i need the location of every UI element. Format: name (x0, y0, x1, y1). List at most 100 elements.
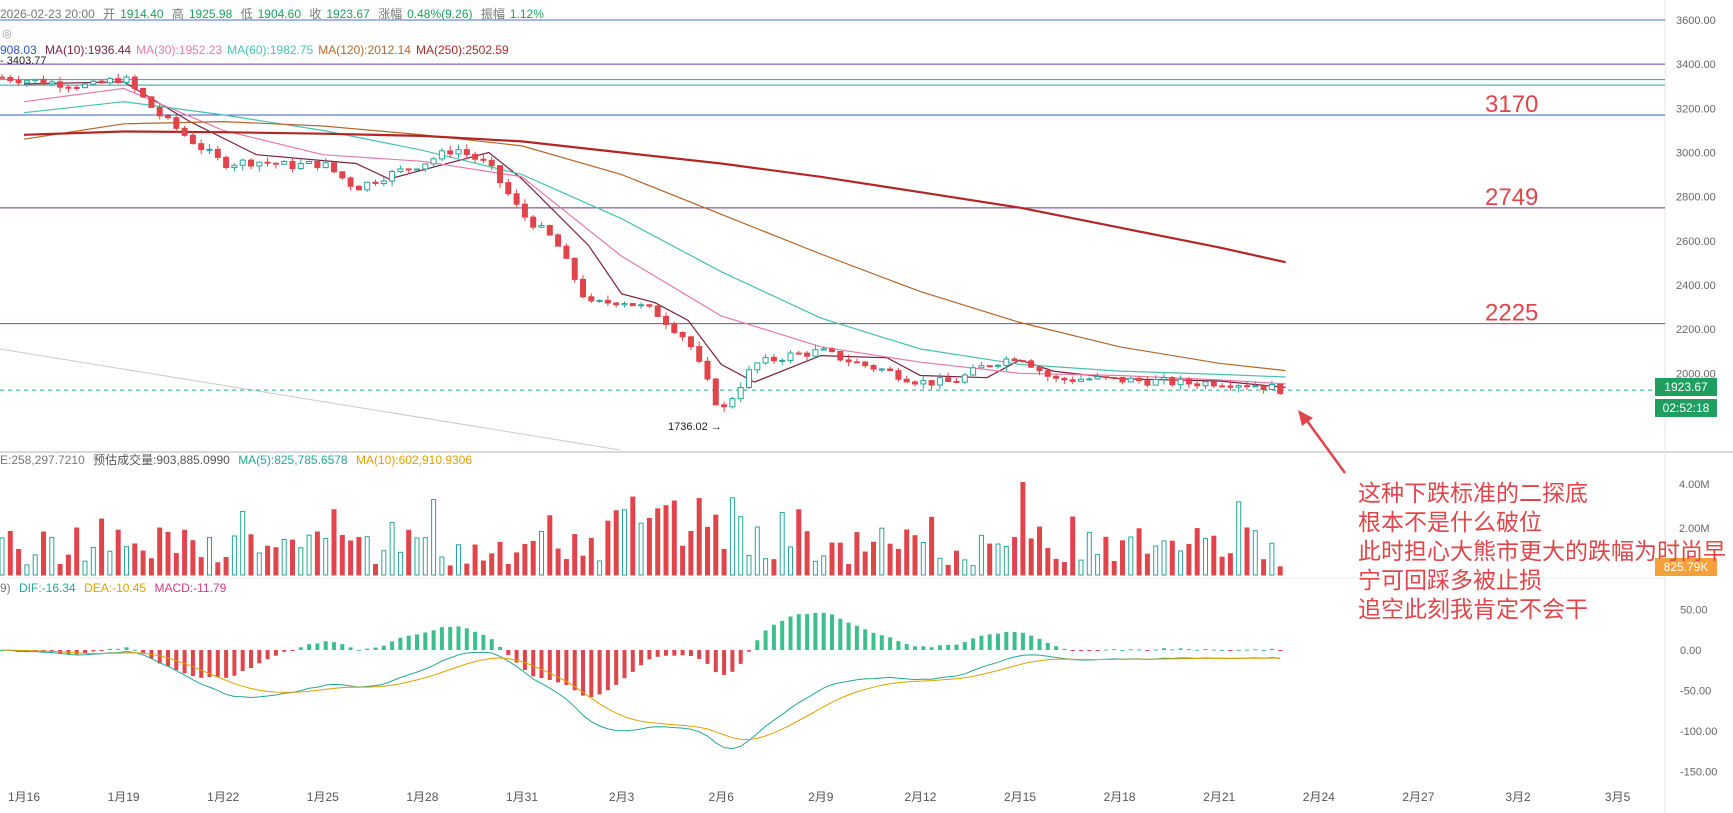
macd-histogram-bar (514, 650, 519, 663)
macd-histogram-bar (788, 616, 793, 650)
visibility-icon[interactable]: ◎ (2, 28, 12, 40)
macd-histogram-bar (373, 647, 378, 650)
candle (123, 76, 130, 84)
volume-bar (364, 536, 370, 576)
macd-histogram-bar (830, 614, 834, 650)
candle (48, 81, 55, 85)
macd-histogram-bar (415, 634, 419, 650)
macd-histogram-bar (1236, 649, 1241, 651)
macd-histogram-bar (489, 639, 494, 650)
candle (189, 134, 196, 145)
x-tick-label: 1月31 (506, 790, 538, 804)
volume-bar (1194, 528, 1200, 576)
macd-header: 9) DIF:-16.34 DEA:-10.45 MACD:-11.79 (0, 581, 227, 595)
candle (455, 149, 462, 155)
ma-line-ma120 (23, 120, 1286, 372)
volume-bar (514, 552, 520, 576)
volume-bar (962, 559, 968, 576)
candle (256, 161, 263, 167)
volume-bar (530, 540, 536, 576)
macd-histogram-bar (879, 635, 884, 650)
annotation-note: 这种下跌标准的二探底 根本不是什么破位 此时担心大熊市更大的跌幅为时尚早 宁可回… (1358, 479, 1730, 624)
ohlc-header: 2026-02-23 20:00 开 1914.40 高 1925.98 低 1904… (0, 7, 544, 21)
macd-tick-label: -50.00 (1680, 686, 1711, 698)
volume-bar (1078, 559, 1084, 576)
candle (331, 162, 337, 173)
macd-histogram-bar (315, 643, 320, 650)
volume-bar (904, 529, 910, 576)
candle (447, 150, 454, 155)
candle (380, 180, 387, 184)
open-value: 1914.40 (120, 7, 164, 21)
macd-histogram-bar (215, 650, 220, 677)
candle (837, 350, 844, 361)
macd-histogram-bar (805, 614, 810, 650)
volume-bar (597, 560, 603, 576)
candle (397, 168, 404, 172)
volume-bar (688, 530, 694, 576)
macd-histogram-bar (182, 650, 187, 674)
candle (488, 159, 495, 167)
volume-bar (231, 535, 237, 576)
macd-histogram-bar (730, 650, 735, 672)
candle (7, 77, 14, 82)
macd-histogram-bar (722, 650, 727, 676)
note-line-5: 追空此刻我肯定不会干 (1358, 596, 1588, 622)
candle (1144, 380, 1151, 386)
volume-bar (696, 498, 702, 576)
macd-dif: DIF:-16.34 (19, 581, 76, 595)
macd-histogram-bar (1228, 650, 1233, 651)
macd-histogram-bar (1004, 632, 1009, 650)
volume-bar (779, 511, 785, 576)
candle (405, 168, 412, 171)
macd-histogram-bar (605, 650, 610, 691)
macd-histogram-bar (655, 650, 660, 657)
candle (737, 387, 744, 400)
x-tick-label: 2月9 (808, 790, 834, 804)
macd-histogram-bar (1253, 649, 1258, 651)
volume-bar (1269, 542, 1275, 576)
candle (1102, 376, 1109, 379)
volume-bar (1186, 543, 1192, 576)
extreme-annotation: - 3403.77 (0, 55, 46, 67)
macd-histogram-bar (298, 647, 303, 650)
price-tick-label: 3600.00 (1676, 15, 1716, 27)
x-tick-label: 2月21 (1203, 790, 1235, 804)
candle (505, 182, 512, 195)
candle (98, 80, 105, 84)
candle (978, 365, 985, 369)
macd-histogram-bar (937, 645, 942, 650)
candle (106, 78, 113, 84)
volume-bar (945, 564, 951, 576)
candle (1227, 385, 1234, 388)
candle (248, 159, 254, 167)
volume-bar (1053, 558, 1059, 576)
macd-histogram-bar (954, 644, 959, 650)
candle (604, 299, 611, 304)
candle (762, 356, 769, 364)
macd-histogram-bar (83, 650, 87, 654)
candles (0, 73, 1284, 413)
candle (430, 158, 437, 165)
candle (770, 356, 777, 362)
candle (1252, 385, 1259, 388)
macd-histogram-bar (971, 638, 976, 650)
volume-bar (796, 509, 802, 576)
macd-histogram-bar (522, 650, 527, 670)
price-tick-label: 2400.00 (1676, 280, 1716, 292)
candle (1260, 385, 1267, 391)
horizontal-levels: 3170 2749 2225 (0, 19, 1665, 391)
macd-histogram-bar (987, 634, 992, 650)
x-tick-label: 1月25 (307, 790, 339, 804)
macd-histogram-bar (423, 632, 428, 650)
macd-histogram-bar (639, 650, 644, 666)
macd-histogram-bar (124, 647, 129, 650)
macd-histogram-bar (456, 626, 461, 650)
x-tick-label: 1月16 (8, 790, 40, 804)
volume-bar (970, 565, 976, 576)
macd-histogram-bar (273, 650, 278, 656)
volume-bar (173, 553, 179, 576)
candle (961, 374, 968, 383)
candle (563, 245, 570, 259)
